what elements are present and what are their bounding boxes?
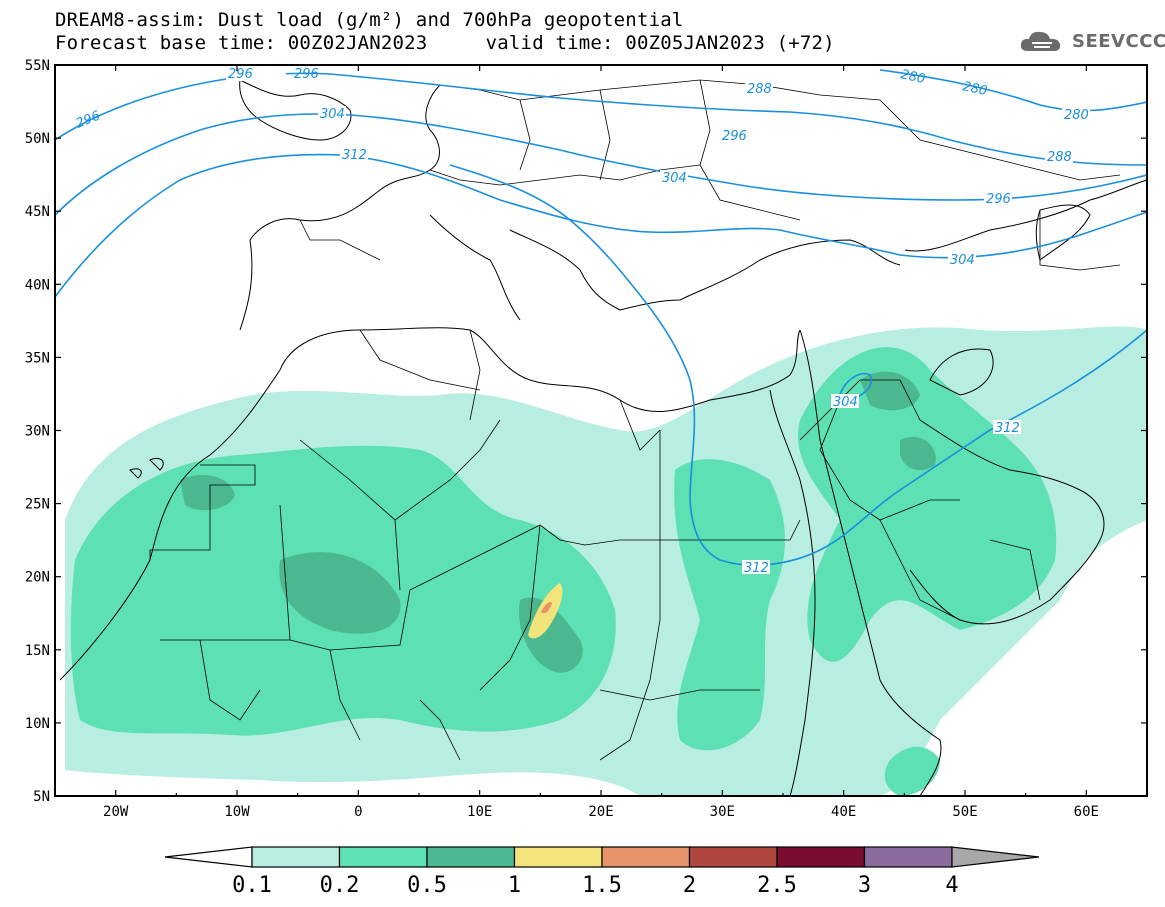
seevccc-logo: SEEVCCC [1018,27,1165,55]
logo-text: SEEVCCC [1072,30,1165,52]
lat-label: 30N [25,424,50,440]
lat-label: 25N [25,497,50,513]
dust-level-peak [541,602,552,614]
contour-label: 304 [950,253,975,268]
contour-label: 288 [1047,150,1072,165]
colorbar-label: 0.5 [407,873,447,898]
contour-label: 296 [228,67,253,82]
country-borders [149,79,1121,761]
colorbar-label: 0.1 [232,873,272,898]
cloud-icon [1020,31,1061,51]
contour-label: 296 [722,129,747,144]
contour-label: 296 [986,192,1011,207]
colorbar-swatch [513,846,603,868]
contour-label: 312 [744,561,769,576]
contour-label: 296 [74,109,103,132]
coastlines [59,79,1147,796]
lat-label: 20N [25,570,50,586]
colorbar-label: 2 [683,873,696,898]
colorbar-label: 0.2 [320,873,360,898]
lat-label: 55N [25,58,50,74]
lon-label: 20E [588,804,613,820]
colorbar-label: 4 [945,873,958,898]
contour-label: 304 [833,395,858,410]
colorbar: 0.1 0.2 0.5 1 1.5 2 2.5 3 4 [164,846,1040,898]
colorbar-label: 2.5 [757,873,797,898]
lon-label: 60E [1074,804,1099,820]
contour-label: 296 [294,67,319,82]
contour-label: 312 [995,421,1020,436]
colorbar-swatch [426,846,516,868]
contour-label: 304 [662,171,687,186]
longitude-labels: 20W 10W 0 10E 20E 30E 40E 50E 60E [103,804,1099,820]
axis-ticks [54,64,1148,797]
contour-label: 312 [342,148,367,163]
dust-field [65,326,1147,796]
lon-label: 10E [467,804,492,820]
lat-label: 15N [25,643,50,659]
lat-label: 5N [33,789,50,805]
lon-label: 50E [952,804,977,820]
forecast-time-line: Forecast base time: 00Z02JAN2023 valid t… [55,32,835,54]
colorbar-swatch [251,846,341,868]
contour-label: 304 [320,107,345,122]
lon-label: 30E [710,804,735,820]
lat-label: 40N [25,277,50,293]
colorbar-over-triangle [951,846,1040,868]
colorbar-labels: 0.1 0.2 0.5 1 1.5 2 2.5 3 4 [232,873,959,898]
contour-labels: 296 296 296 304 312 288 296 304 280 280 … [74,65,1090,576]
colorbar-under-triangle [164,846,253,868]
colorbar-swatch [601,846,691,868]
colorbar-label: 1.5 [582,873,622,898]
lon-label: 10W [224,804,250,820]
colorbar-swatch [863,846,953,868]
colorbar-swatch [338,846,428,868]
dust-level-medium [70,347,1057,796]
lon-label: 40E [831,804,856,820]
colorbar-swatch [776,846,866,868]
lat-label: 50N [25,131,50,147]
colorbar-label: 1 [508,873,521,898]
contour-label: 288 [747,82,772,97]
colorbar-label: 3 [858,873,871,898]
lon-label: 0 [354,804,362,820]
chart-title: DREAM8-assim: Dust load (g/m²) and 700hP… [55,9,684,31]
lat-label: 45N [25,204,50,220]
lat-label: 35N [25,350,50,366]
geopotential-contours [55,69,1147,566]
contour-label: 280 [961,79,988,99]
lon-label: 20W [103,804,129,820]
lat-label: 10N [25,716,50,732]
latitude-labels: 55N 50N 45N 40N 35N 30N 25N 20N 15N 10N 5N [25,58,50,805]
contour-label: 280 [899,67,926,87]
colorbar-swatches [164,846,1040,868]
contour-label: 280 [1064,108,1089,123]
colorbar-swatch [688,846,778,868]
